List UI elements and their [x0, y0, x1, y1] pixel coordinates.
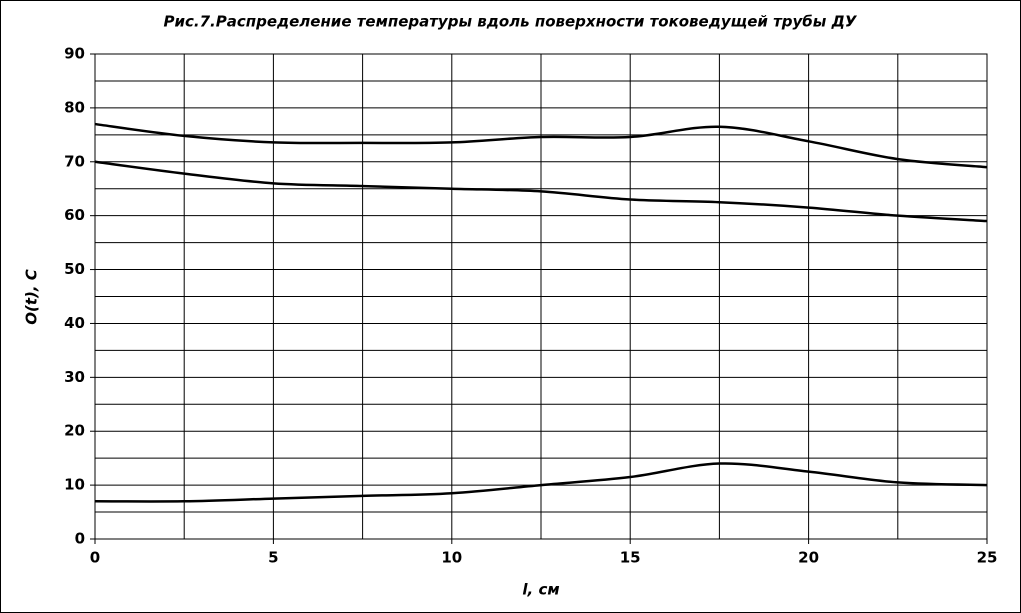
series-line	[94, 122, 988, 169]
y-tick-label: 90	[64, 45, 85, 63]
y-tick-label: 10	[64, 476, 85, 494]
y-tick-label: 40	[64, 314, 85, 332]
y-tick-label: 20	[64, 422, 85, 440]
y-axis-label: O(t), C	[23, 269, 41, 325]
x-tick-label: 5	[268, 549, 278, 567]
x-axis-label: l, см	[522, 581, 559, 599]
y-tick-label: 50	[64, 260, 85, 278]
x-tick-label: 10	[441, 549, 462, 567]
y-tick-label: 0	[75, 530, 85, 548]
x-tick-label: 20	[798, 549, 819, 567]
series-line	[94, 462, 988, 503]
series-line	[94, 160, 988, 223]
chart-title: Рис.7.Распределение температуры вдоль по…	[163, 13, 857, 31]
y-tick-label: 70	[64, 152, 85, 170]
y-tick-label: 80	[64, 98, 85, 116]
y-tick-label: 60	[64, 206, 85, 224]
x-tick-label: 25	[977, 549, 998, 567]
y-tick-label: 30	[64, 368, 85, 386]
plot-border	[94, 53, 988, 540]
x-tick-label: 0	[90, 549, 100, 567]
x-tick-label: 15	[620, 549, 641, 567]
